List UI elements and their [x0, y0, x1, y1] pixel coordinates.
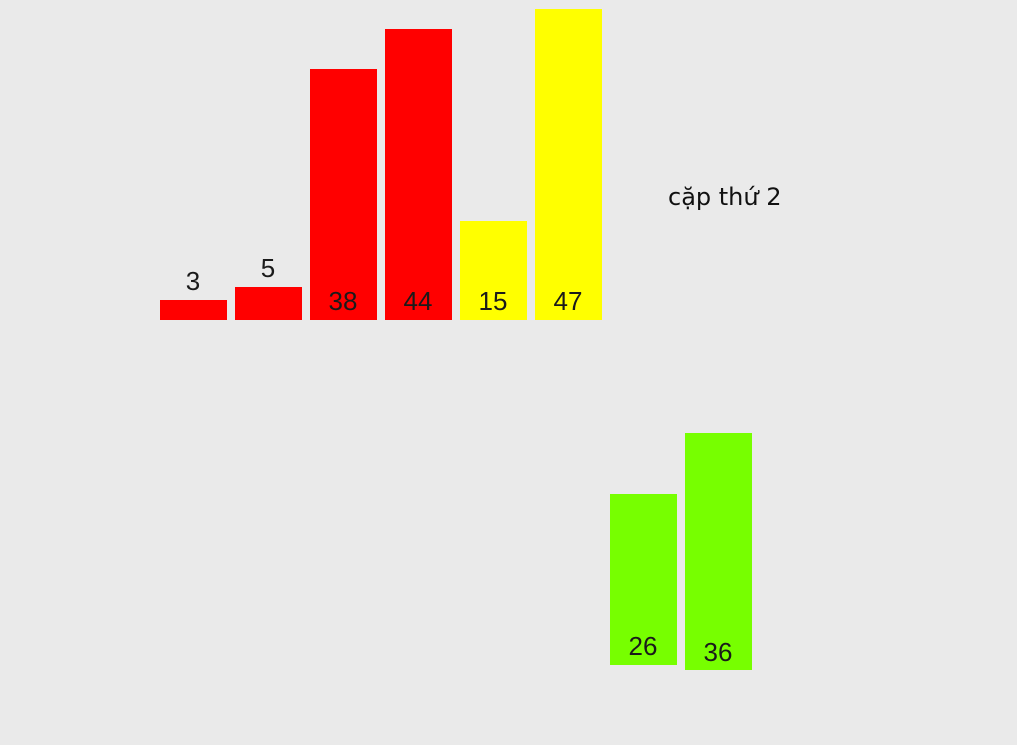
bar-3 — [160, 300, 227, 320]
bar-label-38: 38 — [328, 286, 358, 316]
bar-47 — [535, 9, 602, 320]
bar-label-26: 26 — [628, 631, 658, 661]
bar-44 — [385, 29, 452, 320]
bar-label-47: 47 — [553, 286, 583, 316]
bar-36 — [685, 433, 752, 670]
bar-15 — [460, 221, 527, 320]
bar-5 — [235, 287, 302, 320]
bar-label-15: 15 — [478, 286, 508, 316]
bar-26 — [610, 494, 677, 665]
caption-pair-label: cặp thứ 2 — [668, 183, 782, 211]
bar-label-5: 5 — [260, 253, 276, 283]
bar-label-3: 3 — [185, 266, 201, 296]
bar-label-36: 36 — [703, 637, 733, 667]
bar-38 — [310, 69, 377, 320]
bar-label-44: 44 — [403, 286, 433, 316]
